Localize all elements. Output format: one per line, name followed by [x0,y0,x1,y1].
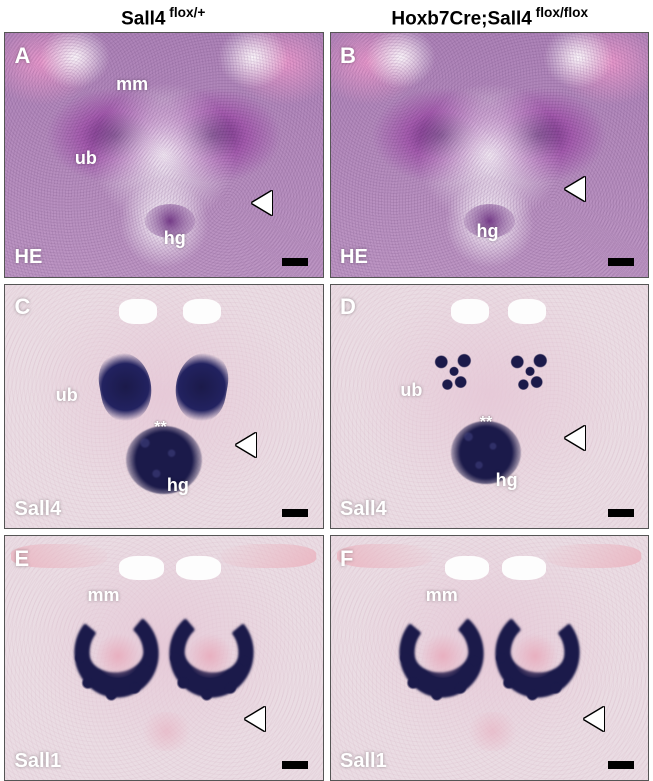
hg-signal [126,426,202,494]
header-left-main: Sall4 [121,8,165,29]
panel-row-1: A mm ub hg HE B hg HE [0,32,653,278]
scale-bar [282,258,308,266]
panel-D: ** D ub hg Sall4 [330,284,650,530]
pink-tissue [221,544,316,568]
header-left-genotype: Sall4 flox/+ [0,5,327,30]
tissue-gap [451,299,489,323]
figure-container: Sall4 flox/+ Hoxb7Cre;Sall4 flox/flox A … [0,0,653,781]
panel-row-3: E mm Sall1 F mm Sa [0,535,653,781]
pink-core-right [511,634,559,678]
tissue-gap [119,556,163,580]
scale-bar [608,258,634,266]
tissue-gap [445,556,489,580]
pink-core-left [94,634,142,678]
pink-tissue [546,544,641,568]
scale-bar [282,509,308,517]
hg-faint [464,712,521,751]
panel-B: B hg HE [330,32,650,278]
hg-structure [145,204,196,238]
tissue-gap [183,299,221,323]
ub-signal-dots-left [426,343,477,406]
pink-core-right [186,634,234,678]
ub-signal-dots-right [502,343,553,406]
header-right-sup: flox/flox [532,5,588,20]
he-texture [331,33,649,277]
header-right-genotype: Hoxb7Cre;Sall4 flox/flox [327,5,653,30]
panel-row-2: ** C ub hg Sall4 ** D ub hg Sall4 [0,284,653,530]
tissue-gap [119,299,157,323]
scale-bar [282,761,308,769]
hg-signal [451,421,521,484]
header-right-main: Hoxb7Cre;Sall4 [391,8,531,29]
panel-A: A mm ub hg HE [4,32,324,278]
pink-core-left [419,634,467,678]
header-row: Sall4 flox/+ Hoxb7Cre;Sall4 flox/flox [0,0,653,32]
scale-bar [608,509,634,517]
pink-tissue [11,544,106,568]
tissue-gap [176,556,220,580]
header-left-sup: flox/+ [165,5,205,20]
hg-structure [464,204,515,238]
ish-texture [331,285,649,529]
scale-bar [608,761,634,769]
tissue-gap [508,299,546,323]
panel-F: F mm Sall1 [330,535,650,781]
pink-tissue [337,544,432,568]
he-texture [5,33,323,277]
panel-E: E mm Sall1 [4,535,324,781]
panel-C: ** C ub hg Sall4 [4,284,324,530]
hg-faint [138,712,195,751]
tissue-gap [502,556,546,580]
